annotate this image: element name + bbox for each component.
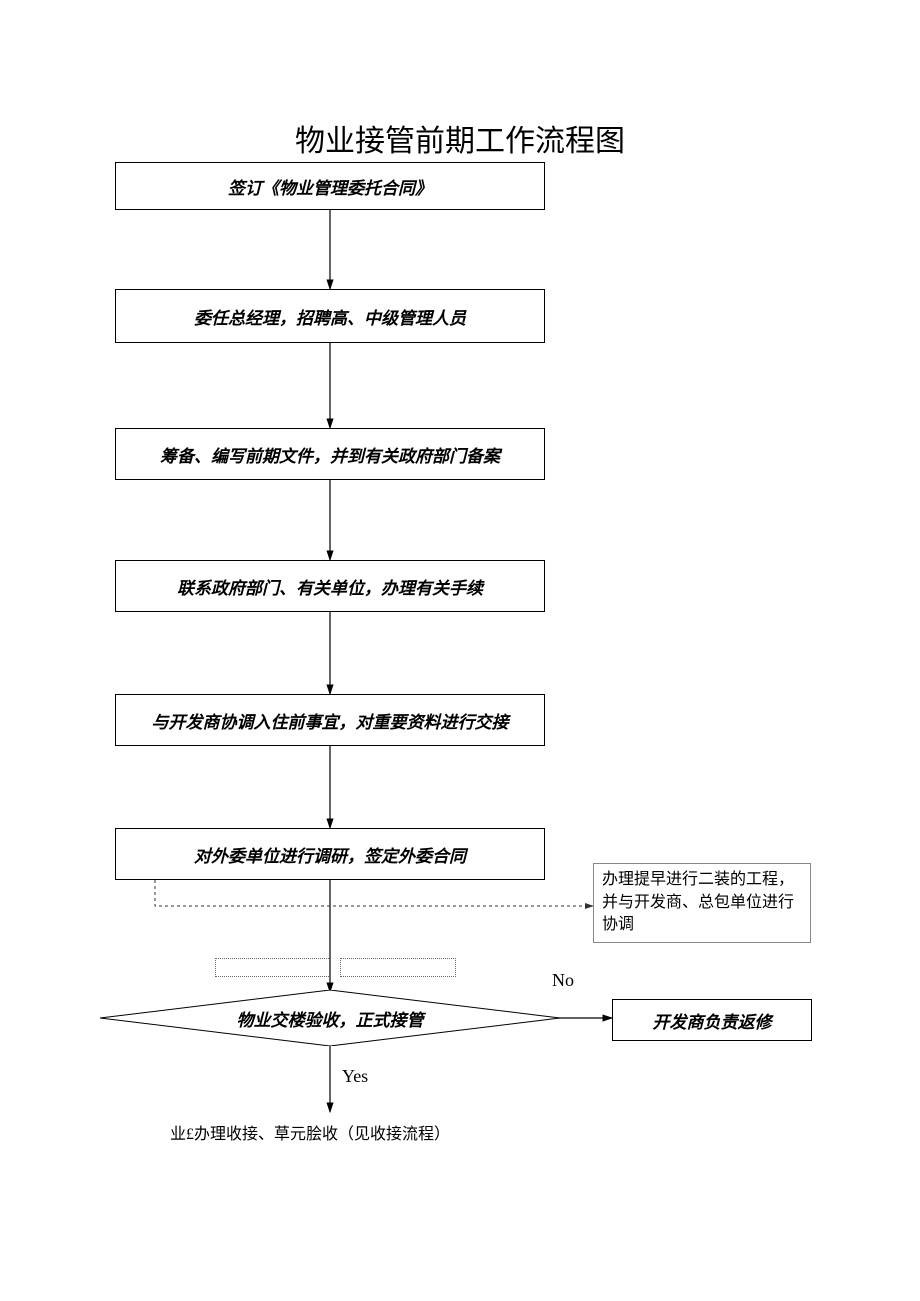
node-contact-government: 联系政府部门、有关单位，办理有关手续 bbox=[115, 560, 545, 612]
branch-label-no: No bbox=[552, 970, 574, 991]
node-label: 开发商负责返修 bbox=[653, 1008, 772, 1033]
node-side-early-decoration: 办理提早进行二装的工程，并与开发商、总包单位进行协调 bbox=[593, 863, 811, 943]
node-label: 对外委单位进行调研，签定外委合同 bbox=[194, 842, 466, 867]
node-label: 签订《物业管理委托合同》 bbox=[228, 174, 432, 199]
node-label: 物业交楼验收，正式接管 bbox=[237, 1006, 424, 1031]
node-decision-acceptance: 物业交楼验收，正式接管 bbox=[100, 990, 560, 1046]
node-label: 与开发商协调入住前事宜，对重要资料进行交接 bbox=[152, 708, 509, 733]
page-title: 物业接管前期工作流程图 bbox=[0, 116, 920, 160]
node-outsource-research: 对外委单位进行调研，签定外委合同 bbox=[115, 828, 545, 880]
node-coordinate-dev: 与开发商协调入住前事宜，对重要资料进行交接 bbox=[115, 694, 545, 746]
node-prepare-documents: 筹备、编写前期文件，并到有关政府部门备案 bbox=[115, 428, 545, 480]
node-label: 联系政府部门、有关单位，办理有关手续 bbox=[177, 574, 483, 599]
branch-label-yes: Yes bbox=[342, 1066, 368, 1087]
dotted-box-2 bbox=[340, 958, 456, 977]
node-label: 委任总经理，招聘高、中级管理人员 bbox=[194, 304, 466, 329]
node-label: 办理提早进行二装的工程，并与开发商、总包单位进行协调 bbox=[602, 869, 802, 936]
node-appoint-managers: 委任总经理，招聘高、中级管理人员 bbox=[115, 289, 545, 343]
node-label: 筹备、编写前期文件，并到有关政府部门备案 bbox=[160, 442, 500, 467]
node-developer-repair: 开发商负责返修 bbox=[612, 999, 812, 1041]
dotted-box-1 bbox=[215, 958, 331, 977]
node-final-text: 业£办理收接、草元脍收（见收接流程） bbox=[170, 1120, 450, 1144]
node-sign-contract: 签订《物业管理委托合同》 bbox=[115, 162, 545, 210]
